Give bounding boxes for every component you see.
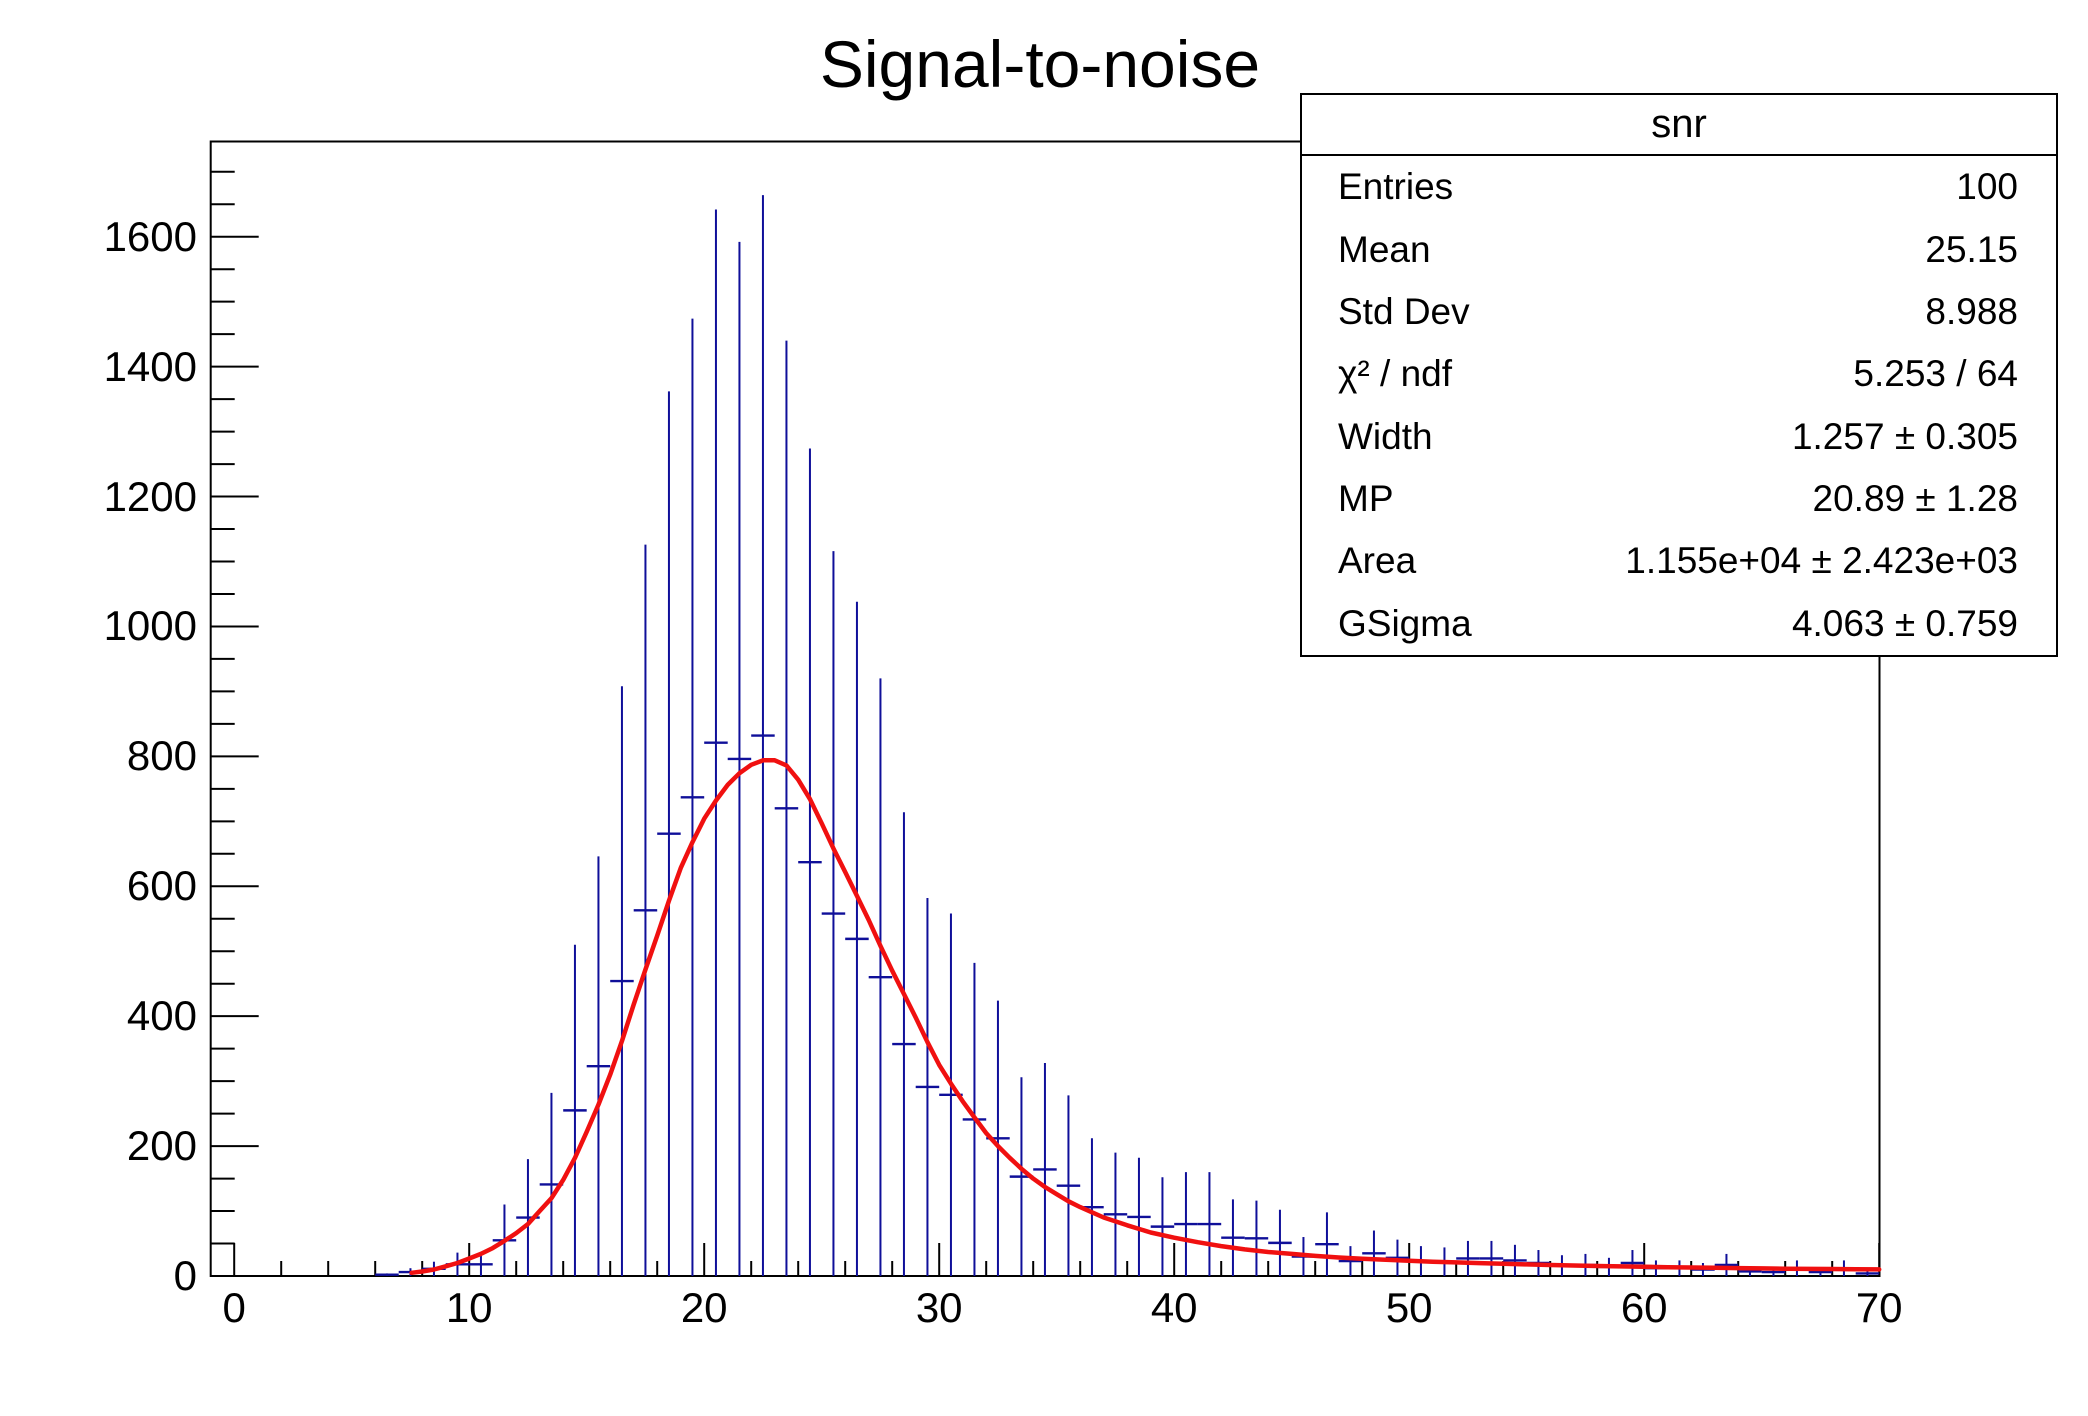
chart-title: Signal-to-noise — [819, 27, 1261, 101]
stats-row-value: 20.89 ± 1.28 — [1812, 478, 2018, 520]
x-axis-tick-label: 40 — [1150, 1284, 1198, 1331]
stats-box-rows: Entries 100 Mean 25.15 Std Dev 8.988 χ² / ndf 5… — [1302, 156, 2056, 655]
stats-row: Area 1.155e+04 ± 2.423e+03 — [1302, 530, 2056, 592]
x-axis-tick-label: 30 — [915, 1284, 963, 1331]
stats-row-value: 25.15 — [1925, 228, 2018, 270]
stats-row-label: Entries — [1338, 166, 1454, 208]
y-axis-tick-label: 600 — [126, 862, 197, 910]
x-axis-tick-label: 70 — [1855, 1284, 1903, 1331]
y-axis-tick-label: 1000 — [103, 602, 197, 650]
x-axis-tick-label: 20 — [680, 1284, 728, 1331]
stats-row: Entries 100 — [1302, 156, 2056, 218]
y-axis-tick-label: 800 — [126, 732, 197, 780]
stats-row-value: 4.063 ± 0.759 — [1791, 602, 2018, 644]
x-axis-tick-label: 0 — [222, 1284, 246, 1331]
stats-row-label: MP — [1338, 478, 1394, 520]
stats-row-label: Width — [1338, 415, 1433, 457]
stats-row: χ² / ndf 5.253 / 64 — [1302, 343, 2056, 405]
y-axis-tick-label: 1400 — [103, 342, 197, 390]
stats-row: Std Dev 8.988 — [1302, 281, 2056, 343]
stats-row-value: 5.253 / 64 — [1853, 353, 2018, 395]
stats-box: snr Entries 100 Mean 25.15 Std Dev 8.988 χ² / … — [1300, 93, 2058, 657]
y-axis-tick-label: 1600 — [103, 212, 197, 260]
y-axis-tick-label: 400 — [126, 992, 197, 1040]
stats-row-value: 100 — [1956, 166, 2018, 208]
stats-row: Width 1.257 ± 0.305 — [1302, 406, 2056, 468]
stats-row-label: χ² / ndf — [1338, 353, 1453, 395]
stats-row: GSigma 4.063 ± 0.759 — [1302, 593, 2056, 655]
stats-row-label: Area — [1338, 540, 1417, 582]
stats-row-value: 1.257 ± 0.305 — [1791, 415, 2018, 457]
x-axis-tick-label: 50 — [1385, 1284, 1433, 1331]
stats-box-title: snr — [1302, 95, 2056, 156]
stats-row-label: Mean — [1338, 228, 1431, 270]
stats-row-label: GSigma — [1338, 602, 1472, 644]
stats-row-value: 1.155e+04 ± 2.423e+03 — [1625, 540, 2018, 582]
y-axis-tick-label: 1200 — [103, 472, 197, 520]
x-axis-tick-label: 60 — [1620, 1284, 1668, 1331]
y-axis-tick-label: 0 — [173, 1252, 197, 1299]
stats-row: MP 20.89 ± 1.28 — [1302, 468, 2056, 530]
stats-row-label: Std Dev — [1338, 290, 1470, 332]
stats-row-value: 8.988 — [1925, 290, 2018, 332]
stats-row: Mean 25.15 — [1302, 218, 2056, 280]
fit-curve — [409, 758, 1882, 1276]
x-axis-tick-label: 10 — [445, 1284, 493, 1331]
y-axis-tick-label: 200 — [126, 1122, 197, 1170]
